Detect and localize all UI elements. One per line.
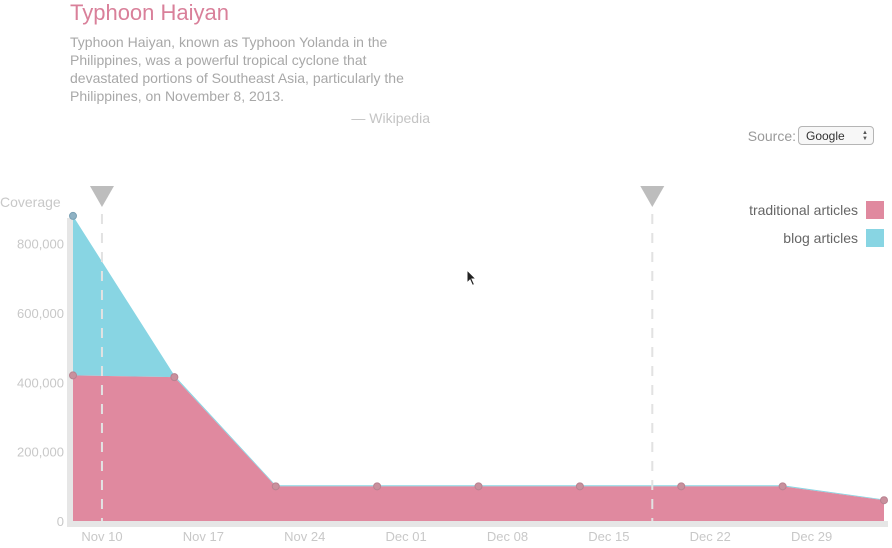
legend-item-blog[interactable]: blog articles [749,224,884,252]
area-traditional-articles [73,375,884,521]
data-point-traditional [474,482,483,491]
legend-label: blog articles [783,230,858,246]
y-tick-label: 0 [57,514,64,529]
y-tick-label: 800,000 [17,237,64,252]
legend: traditional articles blog articles [749,196,884,252]
data-point-traditional [575,482,584,491]
x-tick-label: Dec 15 [588,529,629,544]
source-select-value: Google [806,128,845,143]
data-point-traditional [69,371,77,380]
x-tick-label: Dec 08 [487,529,528,544]
x-tick-label: Dec 22 [690,529,731,544]
y-tick-label: 600,000 [17,306,64,321]
x-tick-label: Dec 01 [385,529,426,544]
x-tick-label: Nov 17 [183,529,224,544]
x-tick-label: Nov 10 [81,529,122,544]
x-tick-label: Dec 29 [791,529,832,544]
legend-swatch-traditional [866,201,884,219]
x-tick-label: Nov 24 [284,529,325,544]
updown-arrows-icon: ▲ ▼ [862,129,868,142]
attribution: — Wikipedia [351,110,430,126]
mouse-cursor-icon [466,269,478,287]
data-point-traditional [880,496,888,505]
y-tick-label: 200,000 [17,445,64,460]
data-point-traditional [170,373,179,382]
y-axis-label: Coverage [0,194,61,210]
source-label: Source: [747,127,796,144]
y-tick-label: 400,000 [17,375,64,390]
legend-item-traditional[interactable]: traditional articles [749,196,884,224]
data-point-blog [69,211,77,220]
legend-swatch-blog [866,229,884,247]
y-axis-line [67,218,73,527]
data-point-traditional [271,482,280,491]
legend-label: traditional articles [749,202,858,218]
x-axis-line [67,521,888,527]
page-title: Typhoon Haiyan [70,0,229,25]
event-marker-triangle-icon [640,186,665,207]
source-select[interactable]: Google ▲ ▼ [798,126,874,145]
data-point-traditional [373,482,382,491]
event-marker-triangle-icon [89,186,114,207]
data-point-traditional [677,482,686,491]
description: Typhoon Haiyan, known as Typhoon Yolanda… [70,34,404,104]
data-point-traditional [778,482,787,491]
source-control: Source: Google ▲ ▼ [748,126,874,145]
